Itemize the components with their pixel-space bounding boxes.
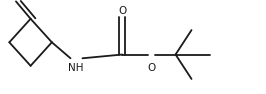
Text: NH: NH [68,63,84,73]
Text: O: O [118,6,127,16]
Text: O: O [147,63,156,73]
